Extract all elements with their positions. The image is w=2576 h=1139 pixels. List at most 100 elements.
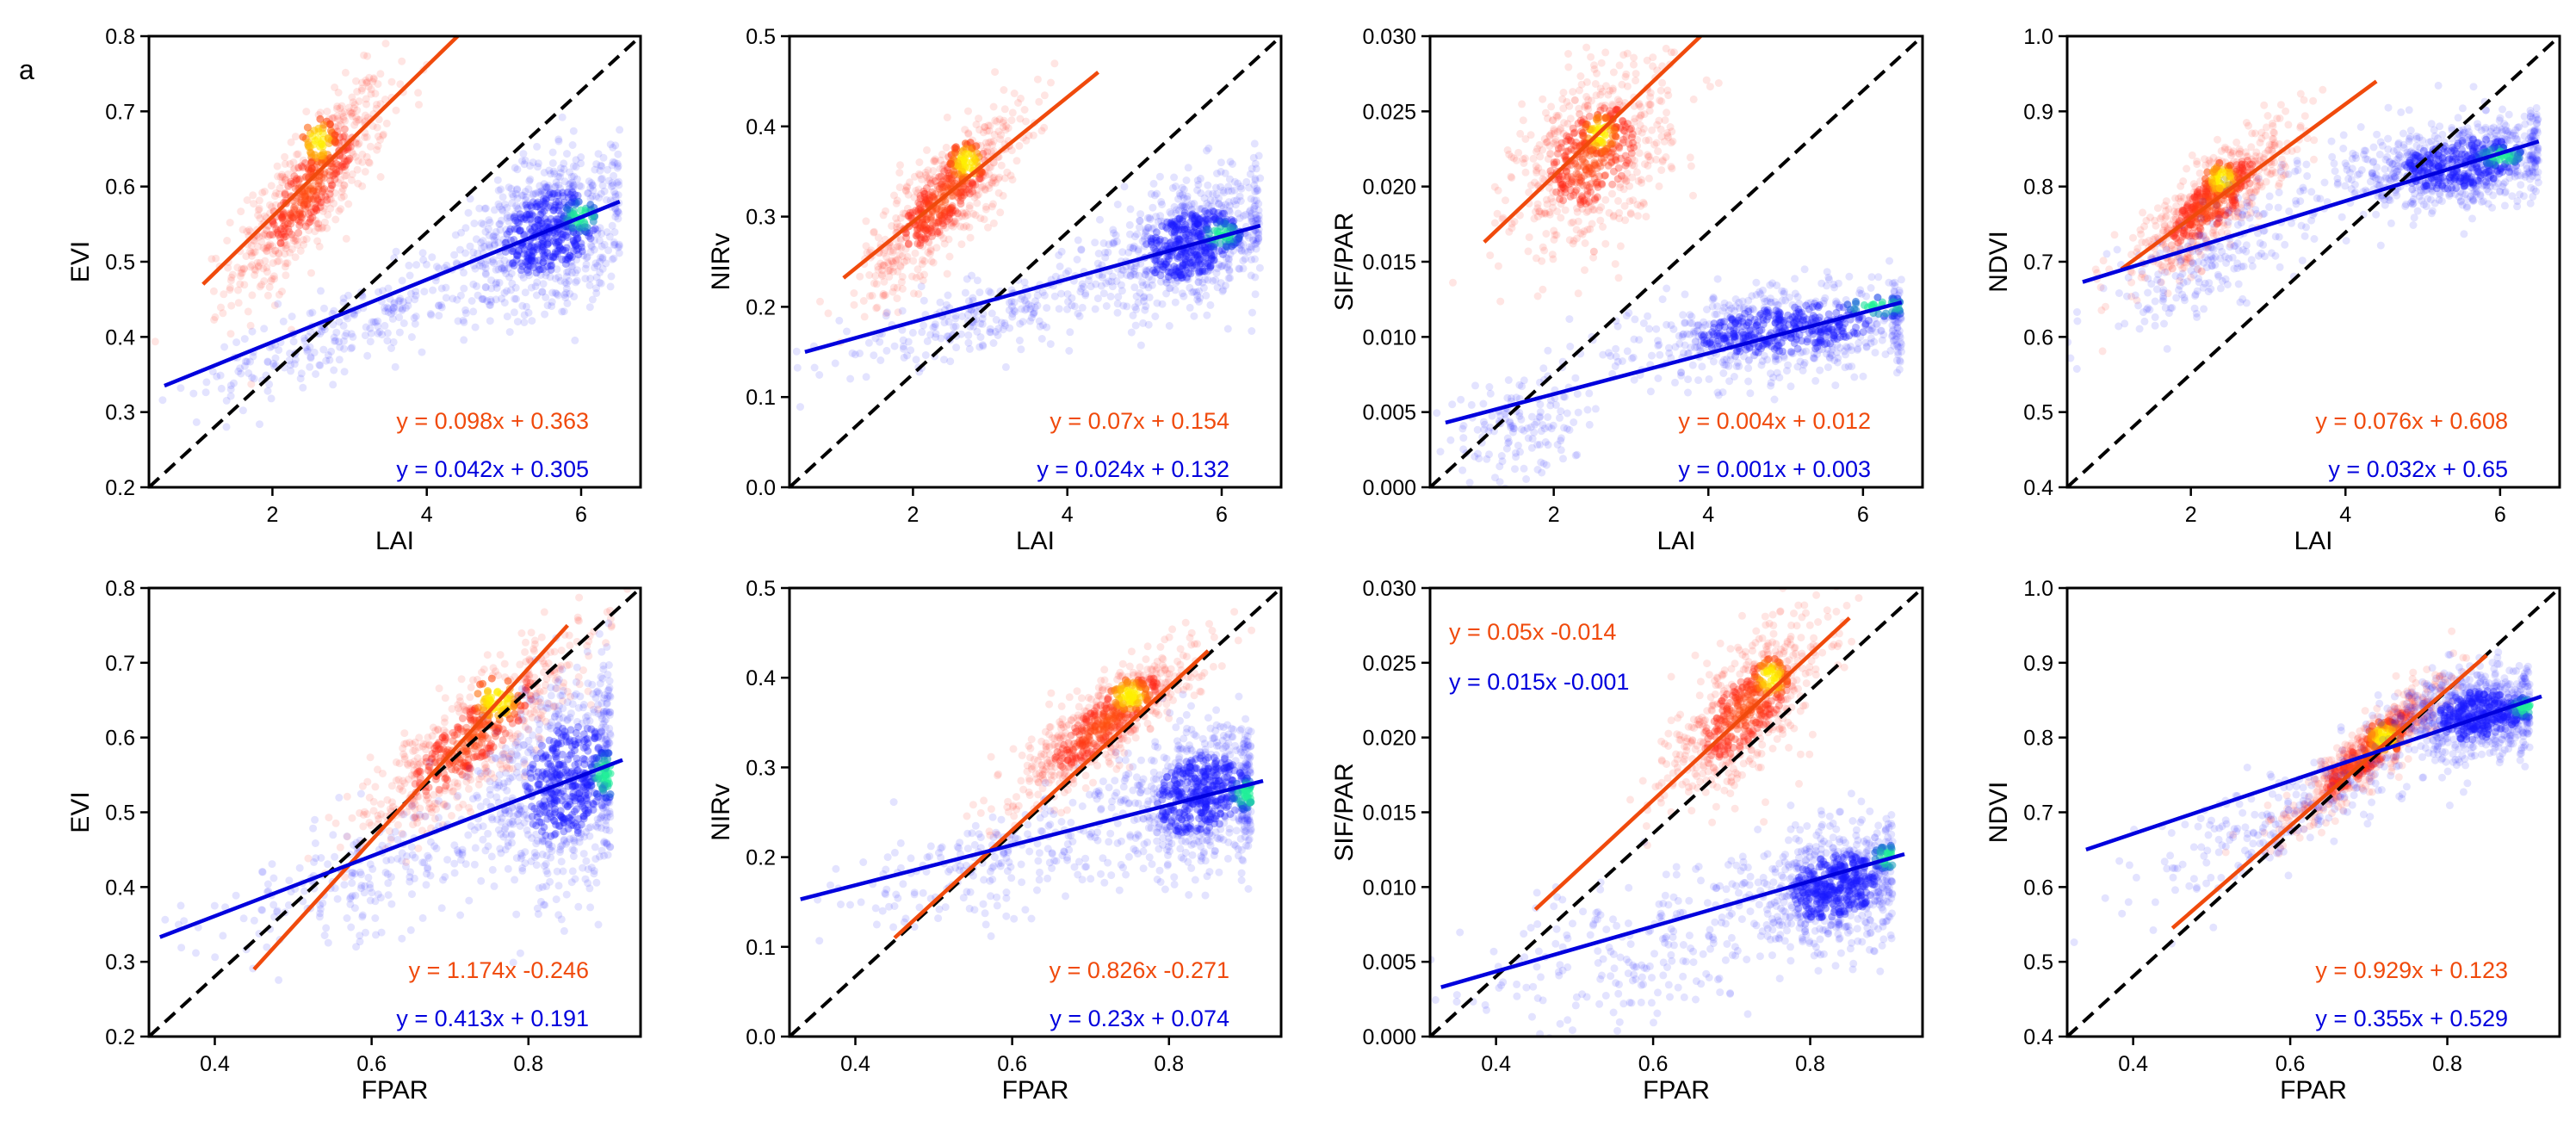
red-point	[912, 232, 920, 240]
blue-point	[1571, 374, 1580, 382]
red-point	[1619, 135, 1627, 144]
blue-point	[1233, 196, 1241, 205]
blue-point	[1833, 335, 1842, 343]
blue-point	[539, 243, 548, 251]
blue-point	[1787, 334, 1795, 343]
red-point	[904, 212, 913, 220]
blue-point	[1246, 206, 1254, 214]
red-point	[1608, 180, 1617, 189]
blue-scatter	[1433, 257, 1906, 487]
red-point	[253, 258, 262, 267]
red-point	[274, 226, 282, 235]
blue-point	[1806, 299, 1815, 306]
red-point	[307, 208, 315, 217]
blue-point	[989, 339, 998, 347]
blue-point	[597, 189, 605, 198]
blue-point	[428, 253, 437, 262]
blue-point	[1488, 412, 1496, 420]
blue-point	[951, 322, 960, 331]
red-point	[942, 224, 950, 232]
red-point	[329, 164, 337, 172]
blue-point	[395, 313, 404, 322]
blue-point	[1752, 291, 1761, 299]
blue-point	[964, 297, 973, 306]
blue-point	[1016, 319, 1025, 328]
red-point	[1578, 194, 1587, 202]
y-axis-label: SIF/PAR	[1330, 213, 1359, 311]
red-point	[1542, 209, 1550, 218]
red-point	[1552, 158, 1561, 166]
red-point	[905, 211, 913, 220]
red-point	[266, 240, 275, 249]
blue-point	[1186, 303, 1194, 312]
red-point	[1612, 152, 1620, 161]
blue-point	[1161, 260, 1169, 269]
blue-point	[1816, 338, 1824, 347]
red-point	[882, 207, 889, 215]
blue-point	[1096, 215, 1104, 224]
blue-point	[1546, 401, 1555, 410]
red-point	[922, 226, 931, 235]
blue-point	[339, 321, 348, 330]
blue-point	[1756, 288, 1763, 296]
blue-point	[478, 295, 486, 304]
blue-point	[412, 291, 420, 300]
red-point	[234, 299, 243, 307]
blue-point	[1171, 286, 1180, 294]
blue-point	[534, 262, 542, 270]
red-point	[274, 231, 282, 238]
blue-point	[1861, 338, 1870, 347]
blue-point	[608, 161, 616, 170]
blue-point	[511, 210, 519, 219]
blue-point	[610, 171, 618, 180]
red-point	[1532, 207, 1539, 216]
blue-point	[526, 243, 535, 251]
y-tick-label: 0.3	[746, 206, 776, 230]
blue-point	[1486, 389, 1495, 398]
red-point	[341, 68, 350, 77]
blue-point	[591, 165, 599, 174]
red-point	[242, 252, 251, 261]
red-point	[367, 85, 375, 94]
blue-point	[1744, 296, 1753, 305]
red-point	[342, 234, 350, 243]
red-point	[273, 257, 282, 266]
blue-point	[426, 310, 435, 318]
red-point	[348, 170, 356, 178]
red-point	[928, 192, 937, 200]
blue-point	[241, 357, 250, 366]
blue-point	[545, 166, 554, 175]
blue-point	[1715, 329, 1724, 337]
blue-point	[1187, 211, 1196, 220]
red-point	[267, 276, 276, 285]
blue-point	[1764, 313, 1773, 321]
blue-point	[1502, 407, 1511, 416]
red-point	[896, 161, 904, 170]
blue-point	[1167, 221, 1175, 230]
blue-point	[571, 269, 579, 277]
blue-point	[1892, 368, 1901, 377]
blue-point	[538, 244, 547, 252]
blue-point	[1224, 256, 1233, 264]
blue-point	[1518, 382, 1526, 391]
red-point	[1580, 227, 1588, 236]
blue-point	[526, 225, 535, 233]
blue-point	[964, 338, 973, 347]
blue-point	[1896, 356, 1904, 365]
red-point	[1613, 175, 1622, 183]
blue-point	[486, 244, 494, 252]
blue-point	[1139, 319, 1148, 327]
blue-point	[552, 178, 560, 187]
blue-point	[481, 282, 490, 291]
blue-point	[542, 183, 550, 191]
blue-point	[496, 251, 505, 260]
blue-point	[550, 203, 559, 212]
red-point	[1657, 166, 1666, 175]
red-point	[1587, 188, 1595, 196]
red-point	[1601, 239, 1610, 248]
blue-point	[535, 221, 543, 230]
red-point	[1496, 297, 1505, 306]
red-point	[876, 259, 885, 268]
blue-point	[1172, 279, 1180, 287]
blue-point	[1816, 325, 1824, 334]
